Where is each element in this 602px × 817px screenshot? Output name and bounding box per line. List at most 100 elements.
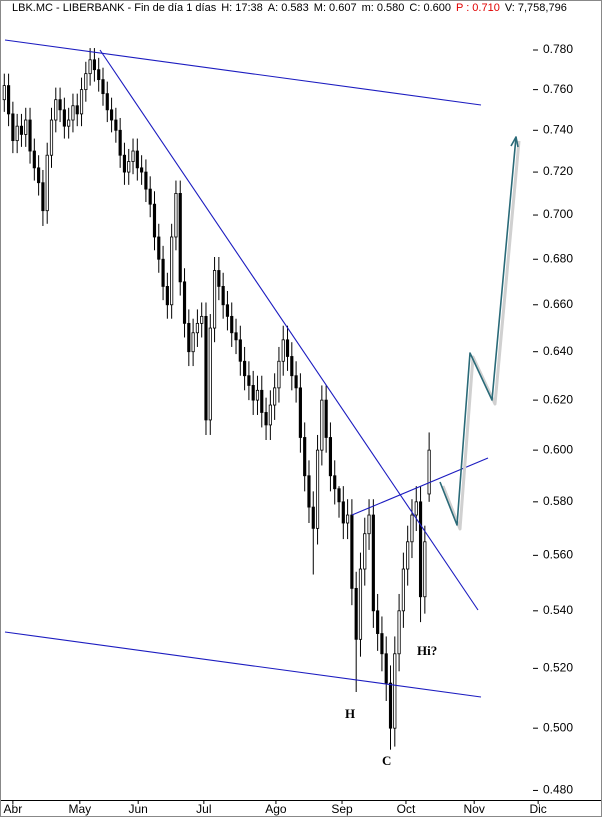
candle-body	[75, 105, 79, 115]
candle-body	[191, 332, 195, 353]
x-tick-label: Dic	[529, 802, 546, 816]
y-tick-label: 0.480	[543, 783, 573, 797]
candle-body	[388, 682, 393, 729]
candle-body	[45, 154, 49, 212]
x-tick-label: Sep	[331, 802, 353, 816]
candle-body	[311, 506, 315, 529]
candle-body	[157, 236, 161, 260]
header-stat: M: 0.607	[314, 2, 357, 14]
y-tick-label: 0.620	[543, 392, 573, 406]
y-tick-label: 0.760	[543, 82, 573, 96]
candle-body	[290, 356, 294, 377]
candle-body	[208, 327, 212, 421]
x-tick-label: Oct	[397, 802, 416, 816]
candle-body	[140, 167, 144, 173]
candle-body	[174, 193, 178, 238]
x-tick-label: Abr	[4, 802, 23, 816]
lower-channel-line	[4, 631, 482, 698]
candle-body	[264, 412, 268, 426]
y-tick-label: 0.720	[543, 164, 573, 178]
annotation: H	[345, 706, 355, 721]
candle-body	[118, 129, 122, 156]
candle-body	[84, 73, 88, 91]
candle-body	[410, 514, 414, 543]
candle-body	[161, 258, 165, 287]
candle-body	[32, 150, 36, 169]
y-tick-label: 0.700	[543, 207, 573, 221]
x-tick-label: Ago	[265, 802, 287, 816]
y-tick-label: 0.580	[543, 494, 573, 508]
projection-arrow	[439, 136, 521, 531]
y-tick-label: 0.640	[543, 344, 573, 358]
candle-body	[401, 568, 405, 612]
candle-body	[109, 109, 114, 121]
header-stat: V: 7,758,796	[505, 2, 567, 14]
candle-body	[135, 150, 139, 169]
candle-body	[101, 79, 105, 95]
candle-body	[97, 69, 101, 81]
y-tick-label: 0.540	[543, 603, 573, 617]
header-title: LBK.MC - LIBERBANK - Fin de día 1 días	[12, 2, 217, 14]
candle-body	[105, 93, 109, 111]
candle-body	[238, 339, 242, 362]
candle-body	[315, 449, 320, 529]
upper-channel-line	[4, 39, 482, 106]
candle-body	[200, 315, 204, 324]
candle-body	[195, 322, 199, 334]
candle-body	[376, 610, 380, 634]
candle-body	[358, 568, 363, 640]
candle-body	[67, 119, 71, 127]
x-tick-label: Jul	[196, 802, 211, 816]
candle-body	[122, 154, 127, 173]
header: LBK.MC - LIBERBANK - Fin de día 1 días H:…	[12, 2, 567, 14]
candle-body	[423, 541, 427, 598]
candle-body	[7, 85, 11, 115]
candle-body	[88, 59, 92, 75]
trend-lines	[4, 39, 489, 698]
y-tick-label: 0.500	[543, 720, 573, 734]
header-stat: P : 0.710	[456, 2, 500, 14]
candle-body	[221, 286, 225, 306]
arrow-head	[510, 136, 519, 148]
candle-body	[298, 387, 302, 438]
candle-body	[354, 587, 358, 640]
candle-body	[367, 514, 371, 535]
projection-shadow	[441, 140, 521, 531]
candle-body	[384, 653, 388, 684]
candle-body	[144, 171, 148, 190]
candle-body	[49, 119, 54, 156]
candle-body	[406, 541, 410, 570]
candle-body	[165, 286, 169, 306]
candle-body	[24, 119, 28, 135]
candle-body	[247, 375, 251, 386]
candle-body	[268, 404, 272, 426]
candle-body	[182, 281, 187, 324]
candle-body	[303, 437, 307, 477]
candle-body	[346, 514, 350, 524]
header-background	[0, 0, 552, 15]
candle-body	[414, 501, 418, 516]
candle-body	[380, 633, 384, 655]
candle-body	[127, 161, 131, 173]
candle-body	[28, 119, 32, 152]
candle-body	[307, 475, 311, 508]
projection-path	[439, 136, 517, 526]
candle-body	[281, 339, 285, 362]
candles	[2, 48, 431, 750]
candle-body	[178, 193, 182, 283]
candle-body	[54, 99, 58, 121]
candle-body	[341, 501, 345, 524]
candle-body	[114, 119, 118, 131]
candle-body	[170, 236, 174, 306]
candle-body	[324, 399, 328, 438]
candle-body	[397, 610, 401, 655]
candle-body	[230, 315, 234, 334]
candle-body	[152, 203, 157, 238]
candle-body	[251, 385, 255, 401]
candle-body	[337, 488, 341, 503]
candle-body	[131, 150, 135, 162]
candle-body	[273, 387, 277, 406]
candle-body	[37, 167, 41, 184]
downtrend-line	[99, 49, 479, 611]
